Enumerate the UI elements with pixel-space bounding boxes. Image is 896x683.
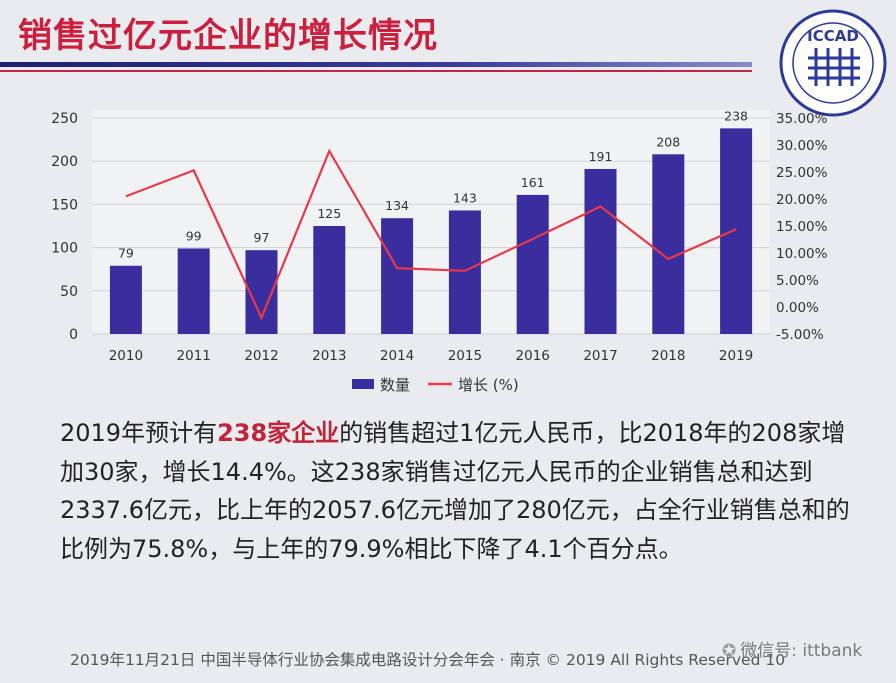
y-tick-right: 20.00%	[776, 192, 828, 208]
slide-title: 销售过亿元企业的增长情况	[18, 16, 438, 56]
bar-data-label: 161	[521, 175, 545, 190]
x-tick-label: 2019	[719, 348, 753, 364]
bar-data-label: 97	[254, 230, 270, 245]
bar-data-label: 79	[118, 246, 134, 261]
y-tick-right: 5.00%	[776, 273, 819, 289]
bar-data-label: 143	[453, 190, 477, 205]
bar	[448, 210, 481, 334]
x-tick-label: 2016	[516, 348, 550, 364]
bar	[177, 248, 210, 334]
x-tick-label: 2013	[312, 348, 346, 364]
y-tick-left: 50	[60, 284, 78, 300]
y-tick-right: 35.00%	[776, 111, 828, 127]
x-tick-label: 2012	[244, 348, 278, 364]
y-tick-left: 0	[69, 327, 78, 343]
summary-paragraph: 2019年预计有238家企业的销售超过1亿元人民币，比2018年的208家增加3…	[60, 414, 860, 568]
bar	[109, 265, 142, 334]
bar-data-label: 208	[656, 134, 680, 149]
company-growth-chart: 0 50 100 150 200 250 -5.00% 0.00% 5.00% 10.00% 15.…	[51, 108, 828, 394]
y-tick-left: 100	[51, 241, 78, 257]
highlight-company-count: 238家企业	[217, 419, 340, 447]
bar	[720, 128, 753, 334]
bar	[313, 226, 346, 334]
summary-text-0: 2019年预计有	[60, 419, 218, 447]
wechat-id: 微信号: ittbank	[740, 641, 863, 661]
y-tick-right: 15.00%	[776, 219, 828, 235]
y-tick-left: 150	[51, 197, 78, 213]
y-tick-right: 30.00%	[776, 138, 828, 154]
legend-label-bar: 数量	[380, 376, 410, 394]
growth-line	[125, 148, 737, 321]
iccad-logo: ICCAD	[779, 9, 887, 117]
logo-text: ICCAD	[807, 27, 859, 45]
y-tick-left: 250	[51, 111, 78, 127]
slide-footer: 2019年11月21日 中国半导体行业协会集成电路设计分会年会 · 南京 © 2…	[70, 651, 786, 669]
title-underline-accent	[0, 70, 752, 72]
bar	[584, 168, 617, 334]
x-tick-label: 2015	[448, 348, 482, 364]
y-tick-right: 0.00%	[776, 300, 819, 316]
bar-data-label: 134	[385, 198, 409, 213]
x-tick-label: 2014	[380, 348, 414, 364]
bar-data-label: 238	[724, 108, 748, 123]
legend-label-line: 增长 (%)	[458, 376, 519, 394]
wechat-icon: ✪	[722, 641, 737, 661]
bar-data-label: 99	[186, 228, 202, 243]
x-tick-label: 2010	[109, 348, 143, 364]
title-underline	[0, 62, 752, 67]
wechat-watermark: ✪ 微信号: ittbank	[722, 636, 862, 661]
summary-text-2: 的销售超过1亿元人民币，比2018年的208家增加30家，增长14.4%。这23…	[60, 419, 850, 563]
y-tick-right: 10.00%	[776, 246, 828, 262]
bar-data-label: 125	[317, 206, 341, 221]
y-tick-left: 200	[51, 154, 78, 170]
bar	[652, 154, 685, 334]
bar	[516, 194, 549, 334]
y-tick-right: 25.00%	[776, 165, 828, 181]
bar	[381, 218, 414, 334]
x-tick-label: 2018	[651, 348, 685, 364]
y-tick-right: -5.00%	[776, 327, 824, 343]
x-tick-label: 2011	[177, 348, 211, 364]
bar-data-label: 191	[589, 149, 613, 164]
x-tick-label: 2017	[583, 348, 617, 364]
legend-swatch-bar	[352, 379, 374, 389]
